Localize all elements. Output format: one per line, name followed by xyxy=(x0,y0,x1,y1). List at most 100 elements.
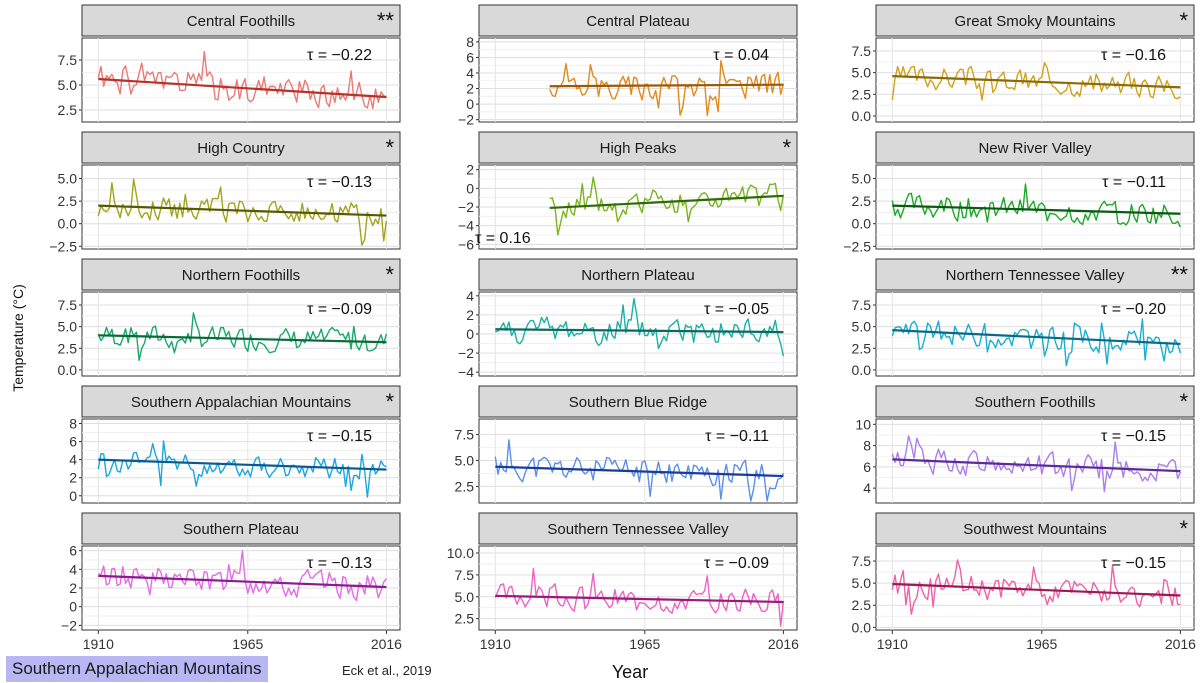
panel-title: High Country xyxy=(197,140,285,157)
tau-label: τ = −0.15 xyxy=(1101,428,1166,445)
significance-marker: * xyxy=(1179,389,1188,414)
significance-marker: * xyxy=(1179,516,1188,541)
y-tick-label: 8 xyxy=(69,416,77,432)
x-tick-label: 1910 xyxy=(877,636,908,652)
significance-marker: * xyxy=(782,135,791,160)
tau-label: τ = −0.20 xyxy=(1101,301,1166,318)
panel-title: New River Valley xyxy=(978,140,1092,157)
y-tick-label: 5.0 xyxy=(58,319,78,335)
y-tick-label: 0.0 xyxy=(58,362,78,378)
panel-southern-tennessee-valley: Southern Tennessee Valley 2.5 5.0 7.5 10.0 τ … xyxy=(447,512,799,652)
panel-title: Southern Appalachian Mountains xyxy=(131,394,351,411)
y-tick-label: 2.5 xyxy=(455,478,475,494)
panel-header xyxy=(81,385,401,418)
trend-line xyxy=(892,458,1181,473)
y-tick-label: 0.0 xyxy=(852,216,872,232)
y-tick-label: 5.0 xyxy=(58,171,78,187)
x-tick-label: 2016 xyxy=(1165,636,1196,652)
x-tick-label: 1965 xyxy=(1026,636,1057,652)
trend-line xyxy=(495,465,784,478)
temperature-series-line xyxy=(891,183,1182,228)
trend-line xyxy=(98,77,387,99)
y-tick-label: −4 xyxy=(458,218,474,234)
significance-marker: * xyxy=(385,135,394,160)
panel-header xyxy=(81,258,401,291)
tau-label: τ = −0.13 xyxy=(307,174,372,191)
panel-central-foothills: Central Foothills ** 2.5 5.0 7.5 τ = −0.22 xyxy=(58,4,401,123)
panel-southern-appalachian-mountains: Southern Appalachian Mountains * 0 2 4 6 8 τ = … xyxy=(69,385,401,504)
y-tick-label: 5.0 xyxy=(455,452,475,468)
trend-line xyxy=(98,458,387,471)
tau-label: τ = −0.11 xyxy=(1102,174,1166,191)
tau-label: τ = 0.16 xyxy=(475,230,531,247)
tau-label: τ = −0.13 xyxy=(307,555,372,572)
significance-marker: ** xyxy=(1171,262,1189,287)
y-tick-label: 0.0 xyxy=(852,108,872,124)
panel-northern-plateau: Northern Plateau −4 −2 0 2 4 τ = −0.05 xyxy=(458,258,798,380)
plot-area xyxy=(81,37,401,123)
tau-label: τ = −0.15 xyxy=(307,428,372,445)
y-tick-label: 2.5 xyxy=(58,193,78,209)
panel-title: Southern Blue Ridge xyxy=(569,394,707,411)
x-tick-label: 1910 xyxy=(480,636,511,652)
y-tick-label: 2.5 xyxy=(58,102,78,118)
temperature-series-line xyxy=(891,435,1182,493)
y-tick-label: 4 xyxy=(69,452,77,468)
panel-title: Southern Foothills xyxy=(975,394,1096,411)
trend-line xyxy=(98,334,387,344)
panel-header xyxy=(81,512,401,545)
x-tick-label: 1910 xyxy=(83,636,114,652)
y-tick-label: 5.0 xyxy=(852,171,872,187)
panel-southern-plateau: Southern Plateau −2 0 2 4 6 τ = −0.13 1910 1965 2… xyxy=(61,512,402,652)
y-tick-label: 2 xyxy=(69,470,77,486)
panel-header xyxy=(478,512,798,545)
y-tick-label: −2 xyxy=(458,199,474,215)
y-tick-label: 0 xyxy=(69,599,77,615)
x-tick-label: 2016 xyxy=(371,636,402,652)
y-tick-label: 2.5 xyxy=(852,193,872,209)
y-tick-label: 2 xyxy=(466,307,474,323)
y-tick-label: 0.0 xyxy=(852,619,872,635)
plot-area xyxy=(478,37,798,123)
trend-line xyxy=(495,328,784,334)
y-tick-label: −2.5 xyxy=(843,238,871,254)
panel-header xyxy=(478,385,798,418)
y-tick-label: 0.0 xyxy=(852,362,872,378)
trend-line xyxy=(495,594,784,604)
y-tick-label: 5.0 xyxy=(58,77,78,93)
temperature-series-line xyxy=(97,440,387,498)
y-tick-label: 2 xyxy=(466,81,474,97)
y-tick-label: −2 xyxy=(458,112,474,128)
y-tick-label: 2.5 xyxy=(852,340,872,356)
y-tick-label: 7.5 xyxy=(455,567,475,583)
y-tick-label: 4 xyxy=(69,561,77,577)
trend-line xyxy=(892,329,1181,346)
panel-header xyxy=(875,131,1195,164)
panel-title: Northern Foothills xyxy=(182,267,300,284)
x-axis-label: Year xyxy=(611,662,649,682)
y-tick-label: 2.5 xyxy=(852,597,872,613)
temperature-series-line xyxy=(891,559,1181,615)
panel-high-country: High Country * −2.5 0.0 2.5 5.0 τ = −0.13 xyxy=(49,131,401,254)
panel-new-river-valley: New River Valley −2.5 0.0 2.5 5.0 τ = −0.11 xyxy=(843,131,1195,254)
y-tick-label: −2.5 xyxy=(49,238,77,254)
significance-marker: * xyxy=(1179,8,1188,33)
trend-line xyxy=(892,204,1181,215)
panel-northern-foothills: Northern Foothills * 0.0 2.5 5.0 7.5 τ = −0.09 xyxy=(58,258,401,378)
y-tick-label: 10 xyxy=(855,416,871,432)
panel-title: High Peaks xyxy=(600,140,677,157)
trend-line xyxy=(892,75,1181,89)
y-tick-label: 8 xyxy=(466,34,474,50)
panel-header xyxy=(875,512,1195,545)
y-tick-label: 6 xyxy=(863,459,871,475)
y-tick-label: 5.0 xyxy=(852,319,872,335)
significance-marker: * xyxy=(385,262,394,287)
panel-high-peaks: High Peaks * −6 −4 −2 0 2 τ = 0.16 xyxy=(458,131,798,252)
y-tick-label: −4 xyxy=(458,364,474,380)
y-tick-label: 2.5 xyxy=(852,86,872,102)
y-tick-label: 2.5 xyxy=(58,340,78,356)
y-tick-label: 7.5 xyxy=(58,52,78,68)
panel-southern-foothills: Southern Foothills * 4 6 8 10 τ = −0.15 xyxy=(855,385,1195,504)
y-tick-label: 7.5 xyxy=(455,427,475,443)
